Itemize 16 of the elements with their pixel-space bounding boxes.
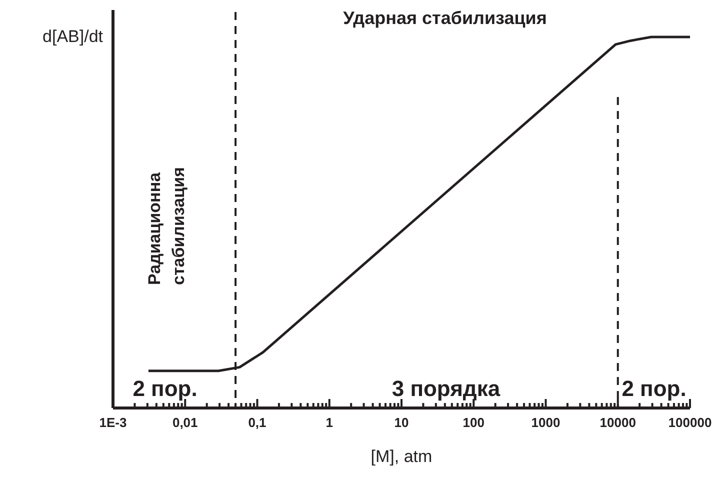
annotation: 2 пор. <box>132 376 198 401</box>
x-tick-label: 0,01 <box>172 415 198 430</box>
x-tick-label: 100 <box>462 415 484 430</box>
x-tick-label: 10000 <box>600 415 636 430</box>
x-tick-label: 1000 <box>531 415 560 430</box>
annotation: Радиационна стабилизация <box>145 167 188 285</box>
y-axis-title: d[AB]/dt <box>42 27 104 46</box>
x-tick-label: 1E-3 <box>99 415 127 430</box>
x-tick-label: 1 <box>326 415 333 430</box>
chart-title: Ударная стабилизация <box>343 8 547 28</box>
x-tick-label: 10 <box>394 415 409 430</box>
x-tick-label: 100000 <box>668 415 712 430</box>
x-tick-label: 0,1 <box>248 415 266 430</box>
x-axis-title: [M], atm <box>370 447 432 466</box>
annotation: 2 пор. <box>622 376 686 401</box>
annotation: 3 порядка <box>392 376 501 401</box>
